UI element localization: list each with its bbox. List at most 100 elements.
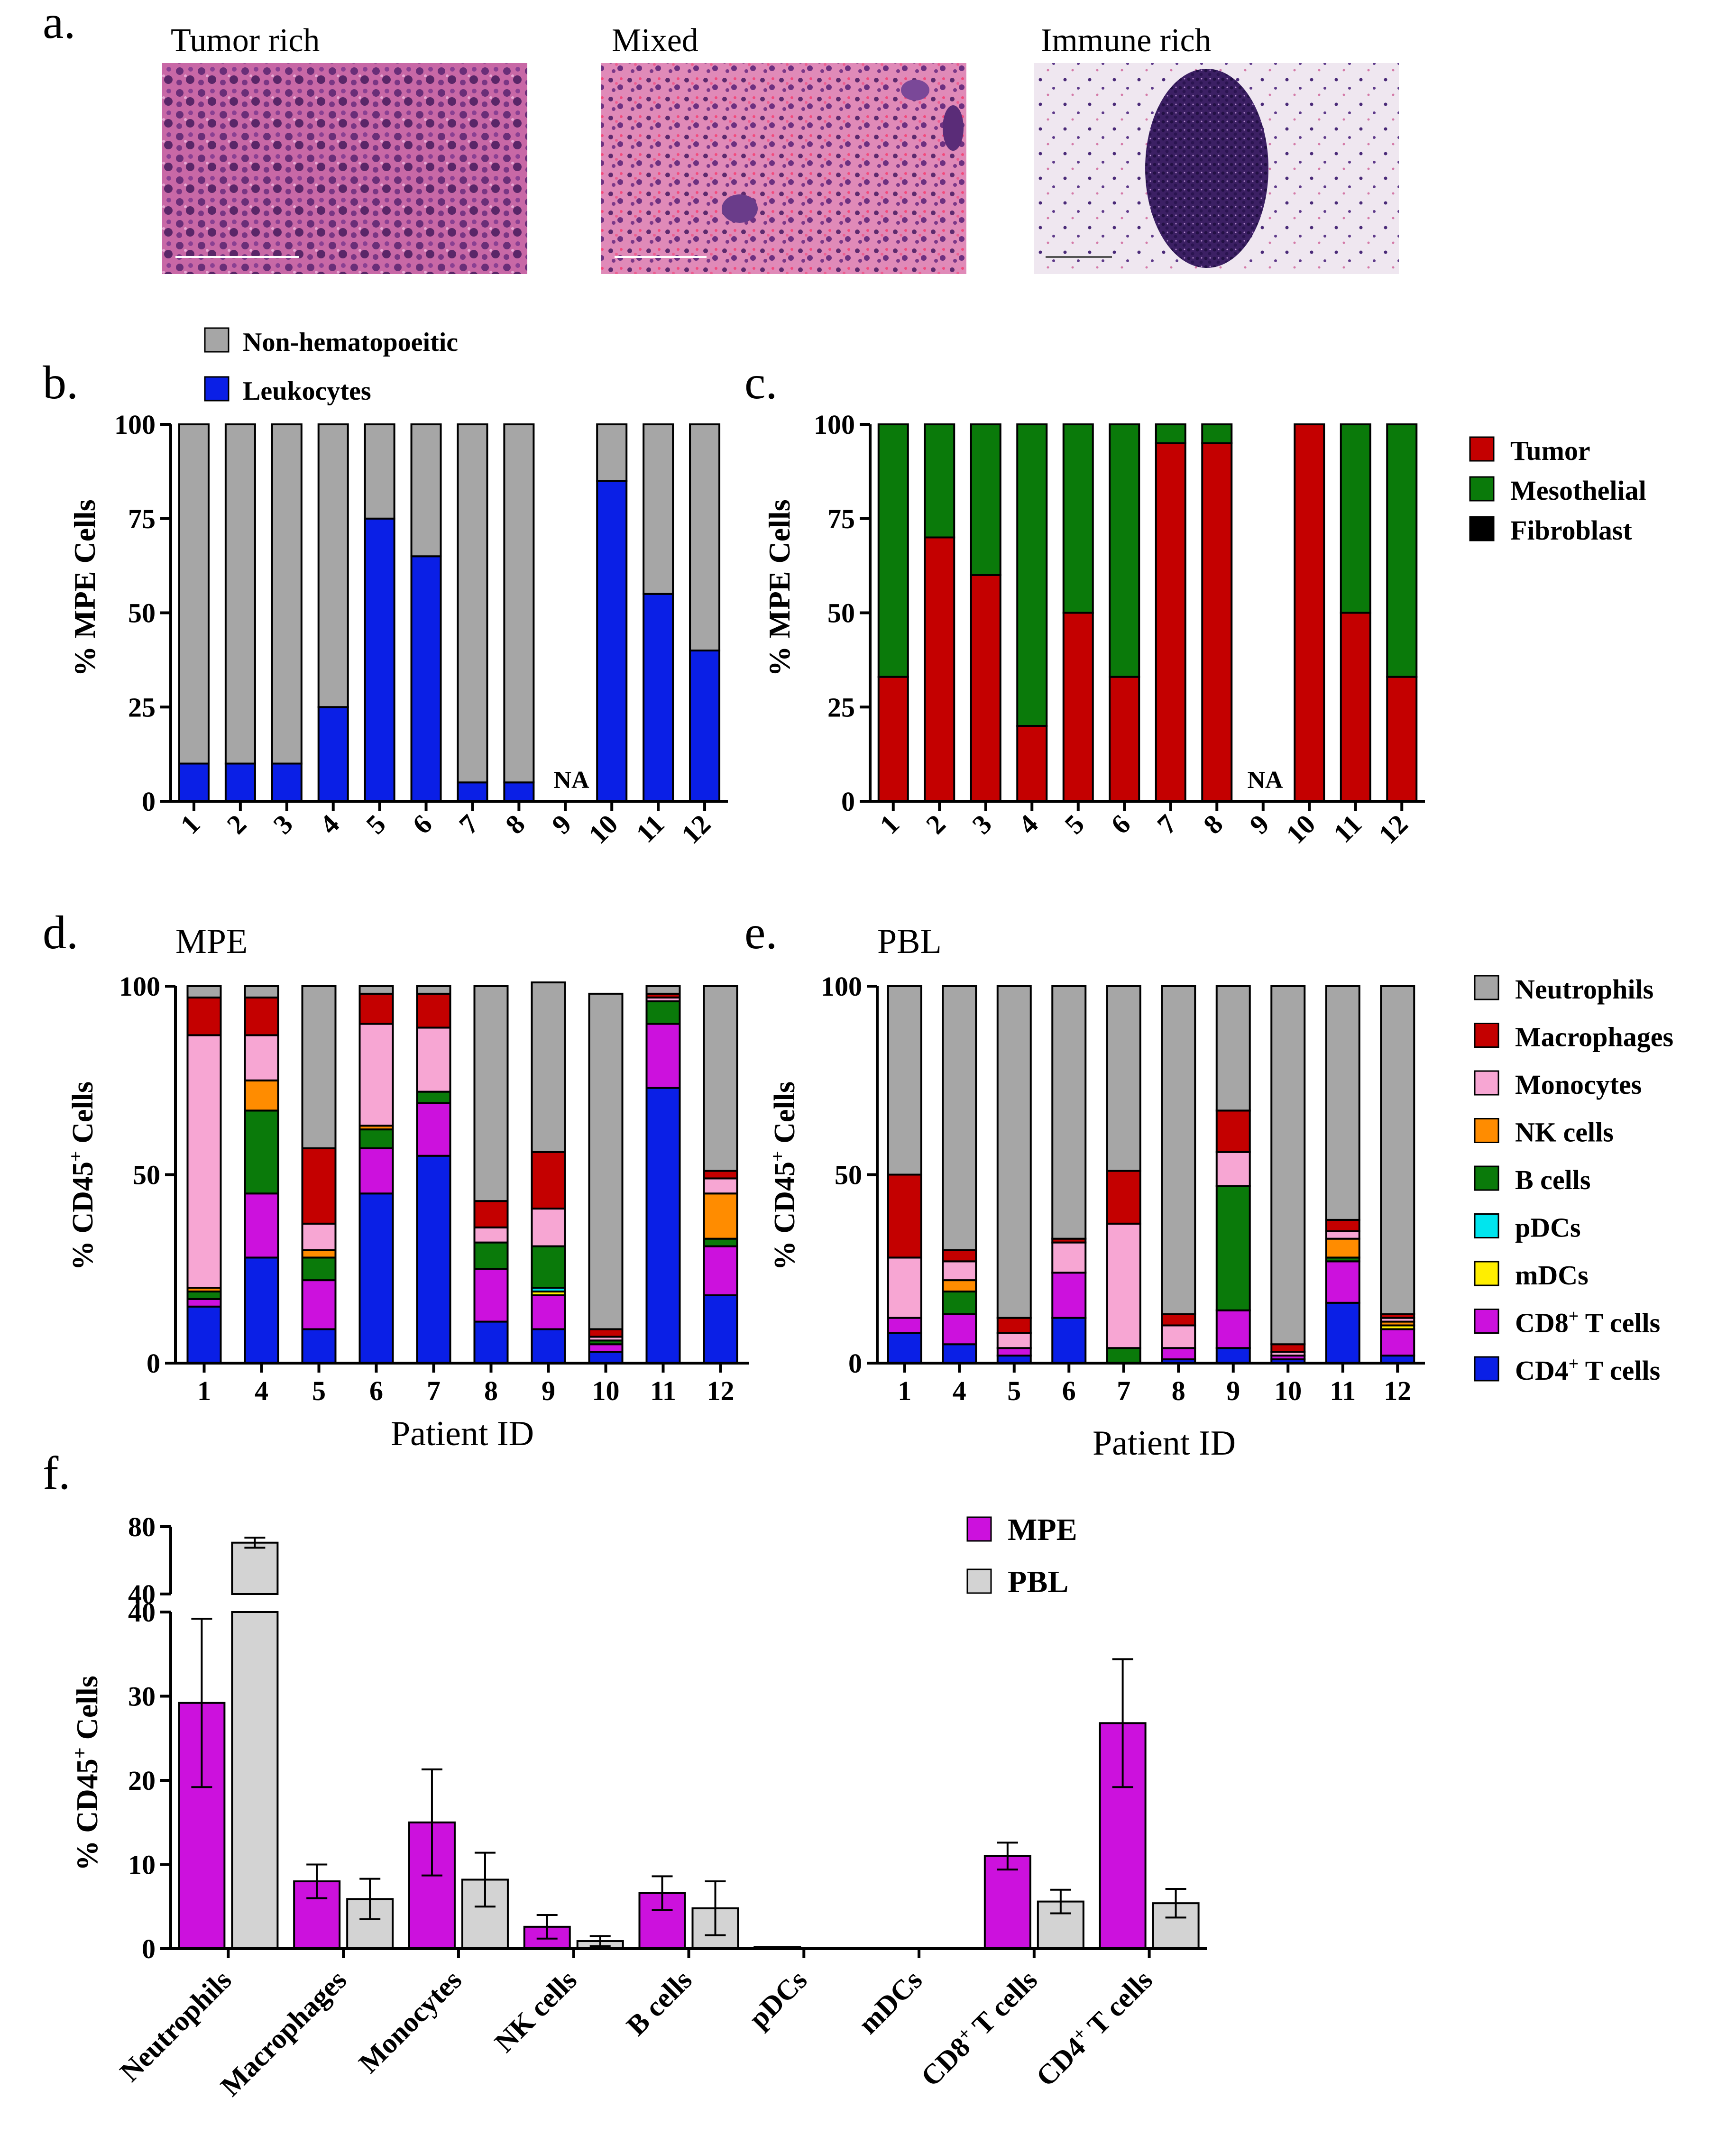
y-tick-label: 50 bbox=[835, 1160, 862, 1191]
x-tick-label: 5 bbox=[360, 808, 391, 840]
y-tick-label: 20 bbox=[128, 1765, 156, 1796]
bar-mesothelial-6 bbox=[1109, 423, 1140, 678]
bar-non-hematopoeitic-12 bbox=[689, 423, 721, 651]
legend-swatch-b-cells bbox=[1474, 1165, 1499, 1191]
bar-tumor-8 bbox=[1201, 442, 1233, 802]
x-tick-label: 11 bbox=[630, 808, 671, 849]
panel-d-x-label: Patient ID bbox=[391, 1414, 534, 1453]
bar-nk-cells-5 bbox=[301, 1249, 337, 1259]
bar-monocytes-7 bbox=[1106, 1222, 1141, 1349]
x-tick-label: 8 bbox=[1197, 808, 1229, 840]
bar-pbl-neutrophils-upper bbox=[231, 1541, 279, 1595]
panel-a-histology: Tumor rich Mixed Immune rich bbox=[162, 22, 1399, 274]
y-tick-label: 0 bbox=[142, 1933, 156, 1964]
legend-label-non-hematopoeitic: Non-hematopoeitic bbox=[243, 328, 458, 357]
bar-macrophages-12 bbox=[703, 1170, 738, 1180]
panel-letter-e: e. bbox=[744, 906, 777, 959]
legend-swatch-neutrophils bbox=[1474, 975, 1499, 1000]
bar-non-hematopoeitic-6 bbox=[410, 423, 442, 558]
x-tick-label: 8 bbox=[499, 808, 531, 840]
y-label-superscript: + bbox=[69, 1747, 91, 1759]
bar-neutrophils-10 bbox=[1270, 985, 1306, 1346]
bar-macrophages-4 bbox=[942, 1249, 977, 1263]
y-tick-label: 100 bbox=[814, 409, 855, 440]
bar-tumor-10 bbox=[1294, 423, 1325, 802]
legend-label-mpe: MPE bbox=[1008, 1512, 1077, 1547]
bar-neutrophils-7 bbox=[1106, 985, 1141, 1172]
bar-monocytes-1 bbox=[186, 1034, 222, 1289]
histology-title-mixed: Mixed bbox=[612, 22, 698, 59]
bar-cd4plus-t-cells-9 bbox=[531, 1328, 566, 1364]
bar-neutrophils-4 bbox=[942, 985, 977, 1251]
x-tick-label: 8 bbox=[484, 1375, 498, 1406]
y-tick-label: 100 bbox=[821, 971, 862, 1002]
panel-f-y-label: % CD45+ Cells bbox=[69, 1676, 104, 1870]
bar-cd8plus-t-cells-9 bbox=[1215, 1309, 1251, 1349]
bar-mesothelial-4 bbox=[1016, 423, 1048, 727]
y-tick-label: 0 bbox=[142, 786, 156, 817]
bar-b-cells-8 bbox=[473, 1241, 509, 1270]
bar-leukocytes-10 bbox=[596, 480, 628, 802]
legend-label-pbl: PBL bbox=[1008, 1565, 1068, 1599]
x-tick-label-neutrophils: Neutrophils bbox=[114, 1964, 237, 2088]
y-tick-label: 75 bbox=[128, 504, 156, 534]
bar-cd8plus-t-cells-12 bbox=[703, 1245, 738, 1296]
y-label-suffix: Cells bbox=[769, 1081, 801, 1151]
x-tick-label: 10 bbox=[592, 1375, 620, 1406]
legend-label-pdcs: pDCs bbox=[1515, 1212, 1581, 1243]
x-tick-label: 4 bbox=[255, 1375, 268, 1406]
bar-cd4plus-t-cells-5 bbox=[301, 1328, 337, 1364]
bar-leukocytes-1 bbox=[178, 762, 210, 802]
bar-cd8plus-t-cells-8 bbox=[473, 1268, 509, 1323]
bar-leukocytes-7 bbox=[457, 781, 488, 802]
panel-b-chart: Non-hematopoeitic Leukocytes 02550751001… bbox=[68, 327, 728, 850]
bar-macrophages-5 bbox=[301, 1147, 337, 1225]
bar-cd4plus-t-cells-9 bbox=[1215, 1347, 1251, 1364]
bar-cd8plus-t-cells-8 bbox=[1161, 1347, 1196, 1361]
bar-monocytes-1 bbox=[887, 1256, 922, 1319]
bar-b-cells-7 bbox=[416, 1090, 451, 1104]
bar-monocytes-4 bbox=[942, 1260, 977, 1282]
immune-rich-micrograph bbox=[1034, 63, 1399, 274]
legend-swatch-tumor bbox=[1469, 436, 1495, 462]
x-tick-label: 6 bbox=[1105, 808, 1136, 840]
bar-monocytes-6 bbox=[358, 1023, 394, 1127]
bar-monocytes-4 bbox=[244, 1034, 279, 1081]
x-tick-label: 3 bbox=[267, 808, 299, 840]
legend-swatch-mesothelial bbox=[1469, 476, 1495, 502]
panel-d-chart: MPE 0 50 100 1 4 5 6 7 8 9 10 11 12 % CD45+ Cells Pa… bbox=[65, 922, 749, 1453]
bar-neutrophils-11 bbox=[1325, 985, 1360, 1221]
bar-cd8plus-t-cells-7 bbox=[416, 1102, 451, 1157]
bar-cd8plus-t-cells-6 bbox=[1051, 1272, 1087, 1319]
x-tick-label: 10 bbox=[582, 808, 624, 850]
x-tick-label: 9 bbox=[542, 1375, 555, 1406]
bar-cd8plus-t-cells-1 bbox=[887, 1317, 922, 1334]
bar-b-cells-5 bbox=[301, 1256, 337, 1282]
panel-c-legend: Tumor Mesothelial Fibroblast bbox=[1469, 435, 1646, 546]
bar-tumor-6 bbox=[1109, 676, 1140, 803]
bar-mesothelial-3 bbox=[970, 423, 1001, 576]
y-label-superscript: + bbox=[767, 1151, 788, 1162]
panel-letter-a: a. bbox=[43, 0, 75, 48]
bar-mesothelial-2 bbox=[924, 423, 955, 539]
bar-monocytes-8 bbox=[1161, 1324, 1196, 1349]
legend-label-b-cells: B cells bbox=[1515, 1164, 1590, 1195]
panel-letter-d: d. bbox=[43, 906, 78, 959]
bar-cd8plus-t-cells-11 bbox=[645, 1023, 681, 1089]
bar-macrophages-7 bbox=[416, 992, 451, 1029]
bar-pbl-neutrophils-lower bbox=[231, 1611, 279, 1950]
legend-swatch-cd8plus-t-cells bbox=[1474, 1309, 1499, 1334]
y-label-suffix: Cells bbox=[70, 1676, 104, 1747]
x-tick-label-cd4plus-t-cells: CD4+ T cells bbox=[1029, 1963, 1158, 2092]
legend-label-cd8plus-t-cells: CD8+ T cells bbox=[1515, 1307, 1660, 1338]
x-tick-label: 9 bbox=[546, 808, 577, 840]
x-tick-label: 7 bbox=[453, 808, 484, 840]
bar-macrophages-4 bbox=[244, 996, 279, 1036]
bar-cd4plus-t-cells-4 bbox=[942, 1343, 977, 1364]
bar-cd4plus-t-cells-12 bbox=[703, 1294, 738, 1364]
bar-cd4plus-t-cells-7 bbox=[416, 1154, 451, 1364]
panel-d-plot: 0 50 100 1 4 5 6 7 8 9 10 11 12 bbox=[119, 971, 749, 1406]
x-tick-label: 11 bbox=[650, 1375, 676, 1406]
x-tick-label: 1 bbox=[197, 1375, 211, 1406]
